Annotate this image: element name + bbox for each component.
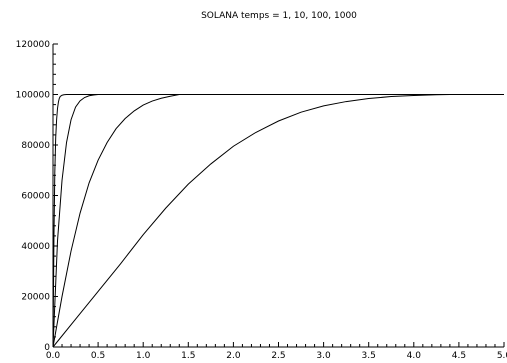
x-ticks: 0.0 0.5 1.0 1.5 2.0 2.5 3.0 3.5 4.0 4.5 5.0 bbox=[46, 342, 507, 361]
y-tick-label: 60000 bbox=[21, 192, 50, 202]
y-ticks: 0 20000 40000 60000 80000 100000 120000 bbox=[16, 40, 58, 353]
x-tick-label: 3.5 bbox=[362, 351, 376, 361]
series-line-4 bbox=[52, 94, 504, 348]
axes bbox=[52, 44, 504, 348]
x-tick-label: 5.0 bbox=[497, 351, 507, 361]
y-tick-label: 0 bbox=[44, 343, 50, 353]
series-line-2 bbox=[52, 94, 504, 348]
y-tick-label: 100000 bbox=[16, 91, 51, 101]
x-tick-label: 4.0 bbox=[407, 351, 422, 361]
y-tick-label: 120000 bbox=[16, 40, 51, 50]
series-line-3 bbox=[52, 94, 504, 348]
y-tick-label: 40000 bbox=[21, 242, 50, 252]
chart-title: SOLANA temps = 1, 10, 100, 1000 bbox=[201, 11, 357, 21]
x-tick-label: 3.0 bbox=[316, 351, 331, 361]
y-tick-label: 80000 bbox=[21, 141, 50, 151]
x-tick-label: 4.5 bbox=[452, 351, 466, 361]
y-tick-label: 20000 bbox=[21, 293, 50, 303]
series-line-1 bbox=[52, 94, 504, 348]
series-group bbox=[52, 94, 504, 348]
x-tick-label: 0.0 bbox=[46, 351, 61, 361]
x-tick-label: 1.5 bbox=[181, 351, 195, 361]
x-tick-label: 2.0 bbox=[226, 351, 241, 361]
x-tick-label: 2.5 bbox=[271, 351, 285, 361]
x-tick-label: 1.0 bbox=[136, 351, 151, 361]
x-tick-label: 0.5 bbox=[91, 351, 105, 361]
